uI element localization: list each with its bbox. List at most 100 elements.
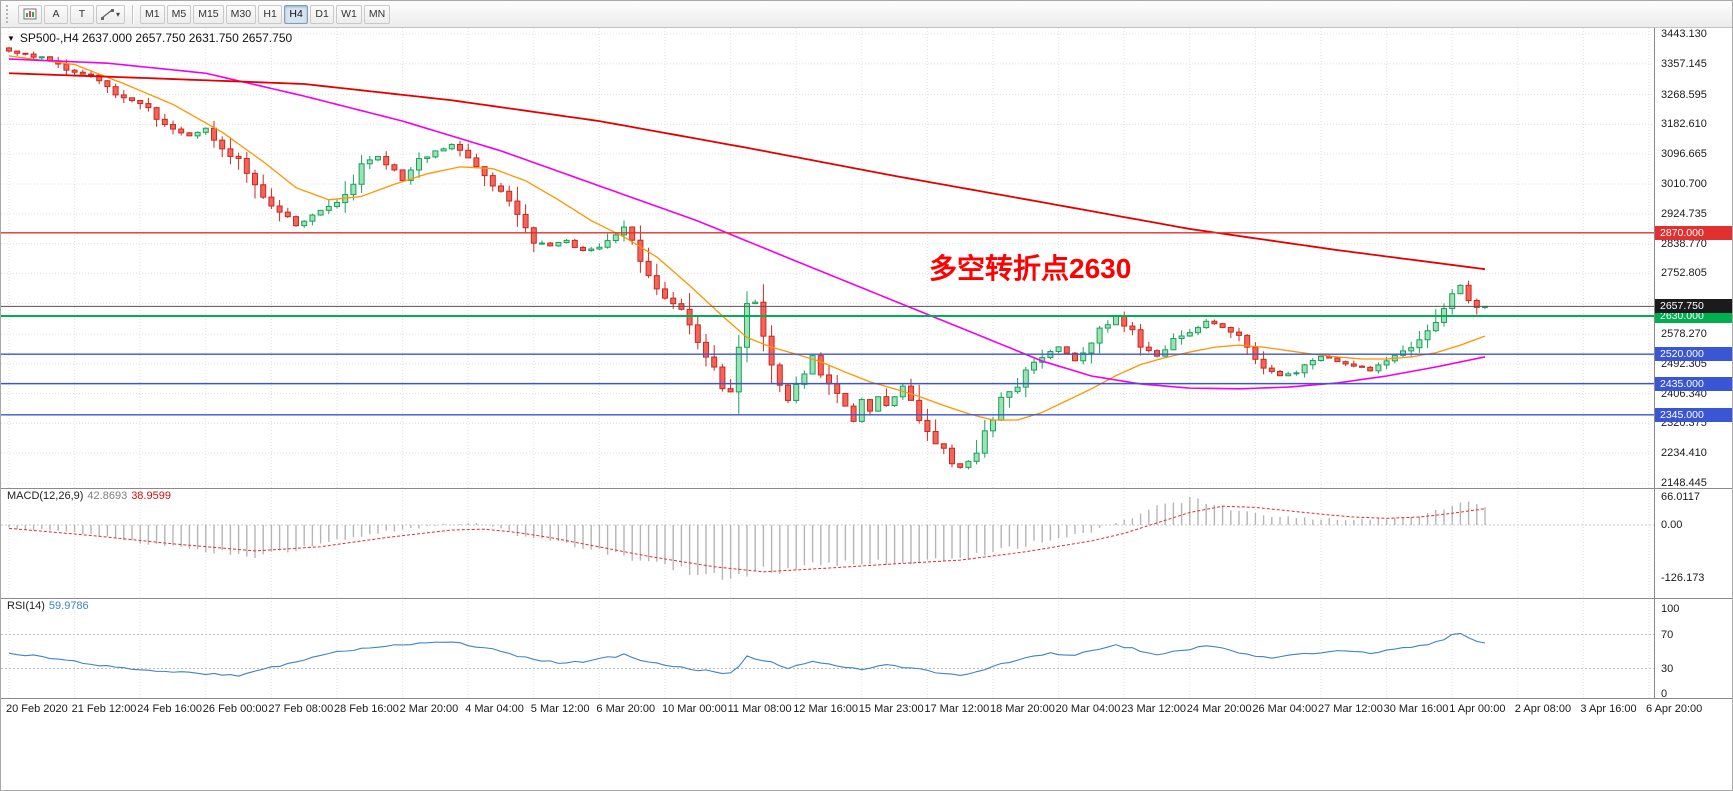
candle-body	[1031, 361, 1037, 371]
candle-body	[375, 155, 381, 161]
chart-area[interactable]: ▼ SP500-,H4 2637.000 2657.750 2631.750 2…	[1, 28, 1732, 790]
symbol-ohlc-text: SP500-,H4 2637.000 2657.750 2631.750 265…	[19, 31, 293, 45]
candle-body	[1350, 363, 1357, 367]
macd-pane[interactable]	[1, 488, 1654, 598]
candle-body	[711, 356, 718, 368]
timeframe-w1[interactable]: W1	[336, 4, 362, 24]
ma-fast-orange	[8, 55, 1486, 421]
candle-body	[440, 148, 447, 152]
rsi-pane[interactable]	[1, 598, 1654, 698]
candle-body	[1145, 346, 1152, 352]
candle-body	[1022, 369, 1029, 388]
time-axis-label: 6 Mar 20:00	[596, 703, 656, 715]
candle-body	[194, 131, 201, 137]
timeframe-h4[interactable]: H4	[284, 4, 309, 24]
chart-annotation-text[interactable]: 多空转折点2630	[929, 253, 1132, 284]
time-axis-label: 17 Mar 12:00	[924, 703, 990, 715]
main-price-pane[interactable]	[1, 28, 1654, 488]
candle-body	[875, 396, 882, 412]
text-box-button[interactable]: T	[70, 4, 94, 24]
toolbar-grip[interactable]	[6, 5, 12, 23]
candle-body	[1342, 361, 1349, 365]
candle-body	[6, 47, 12, 52]
pane-separator-rsi[interactable]	[1, 598, 1732, 599]
candle-body	[703, 341, 709, 358]
candle-body	[842, 392, 849, 407]
timeframe-m1[interactable]: M1	[140, 4, 165, 24]
candle-body	[1309, 359, 1316, 366]
candle-body	[916, 399, 923, 421]
macd-axis-label: 66.0117	[1661, 491, 1700, 504]
candle-body	[694, 324, 701, 343]
price-axis-label: 3182.610	[1661, 118, 1707, 131]
time-axis-label: 28 Feb 16:00	[334, 703, 399, 715]
price-axis-label: 2148.445	[1661, 477, 1707, 489]
candle-body	[399, 169, 406, 181]
candle-body	[407, 169, 414, 181]
candle-body	[1318, 355, 1324, 361]
pane-separator-macd[interactable]	[1, 488, 1732, 489]
candle-body	[973, 452, 980, 462]
rsi-grid	[1, 598, 1654, 698]
candle-body	[998, 396, 1005, 421]
candle-body	[1162, 349, 1169, 357]
candle-body	[949, 447, 955, 465]
candle-body	[883, 396, 890, 407]
price-badge-2345.000: 2345.000	[1655, 407, 1732, 422]
candle-body	[990, 419, 996, 432]
candle-body	[571, 239, 578, 248]
candle-body	[104, 80, 111, 88]
timeframe-m15[interactable]: M15	[193, 4, 224, 24]
candle-body	[965, 460, 972, 468]
candle-body	[850, 405, 857, 422]
candle-body	[227, 148, 234, 157]
candle-body	[1178, 335, 1185, 340]
time-axis-label: 27 Mar 12:00	[1318, 703, 1383, 715]
candle-body	[596, 246, 603, 250]
rsi-axis-label: 100	[1661, 603, 1680, 615]
collapse-triangle-icon[interactable]: ▼	[7, 33, 15, 43]
toolbar-separator	[132, 4, 134, 24]
time-axis-label: 5 Mar 12:00	[530, 703, 590, 715]
candle-body	[645, 260, 652, 277]
candle-body	[252, 172, 258, 186]
timeframe-mn[interactable]: MN	[363, 4, 391, 24]
time-axis-label: 2 Mar 20:00	[399, 703, 459, 715]
charts-icon[interactable]	[18, 4, 42, 24]
macd-histogram	[8, 497, 1486, 580]
candle-body	[768, 335, 775, 366]
candle-body	[1334, 357, 1341, 363]
candle-body	[1113, 315, 1119, 326]
time-axis-label: 26 Mar 04:00	[1252, 703, 1318, 715]
candle-body	[178, 128, 185, 134]
candle-body	[1055, 346, 1062, 353]
candle-body	[539, 242, 545, 245]
time-axis-label: 24 Feb 16:00	[137, 703, 203, 715]
draw-tools-button[interactable]: ▾	[96, 4, 126, 24]
candle-body	[867, 399, 873, 412]
candle-body	[1301, 364, 1308, 374]
candle-body	[489, 175, 496, 187]
ma-mid-magenta	[8, 58, 1486, 390]
candle-body	[891, 396, 898, 407]
candle-body	[1014, 386, 1021, 393]
candle-body	[1096, 327, 1103, 344]
macd-grid	[1, 488, 1654, 598]
timeframe-d1[interactable]: D1	[310, 4, 335, 24]
timeframe-m5[interactable]: M5	[166, 4, 192, 24]
timeframe-h1[interactable]: H1	[258, 4, 283, 24]
time-axis-label: 30 Mar 16:00	[1383, 703, 1449, 715]
candle-body	[801, 373, 808, 385]
timeframe-m30[interactable]: M30	[225, 4, 257, 24]
candle-body	[30, 53, 37, 58]
text-annotation-button[interactable]: A	[44, 4, 68, 24]
candle-body	[957, 463, 964, 468]
time-axis: 20 Feb 2020 21 Feb 12:00 24 Feb 16:00 26 Fe…	[1, 699, 1732, 721]
candle-body	[776, 364, 783, 386]
candle-body	[1432, 321, 1439, 332]
time-axis-label: 10 Mar 00:00	[662, 703, 727, 715]
candle-body	[1408, 347, 1415, 352]
candle-body	[629, 226, 636, 241]
candle-body	[448, 143, 455, 150]
candle-body	[1219, 323, 1226, 328]
